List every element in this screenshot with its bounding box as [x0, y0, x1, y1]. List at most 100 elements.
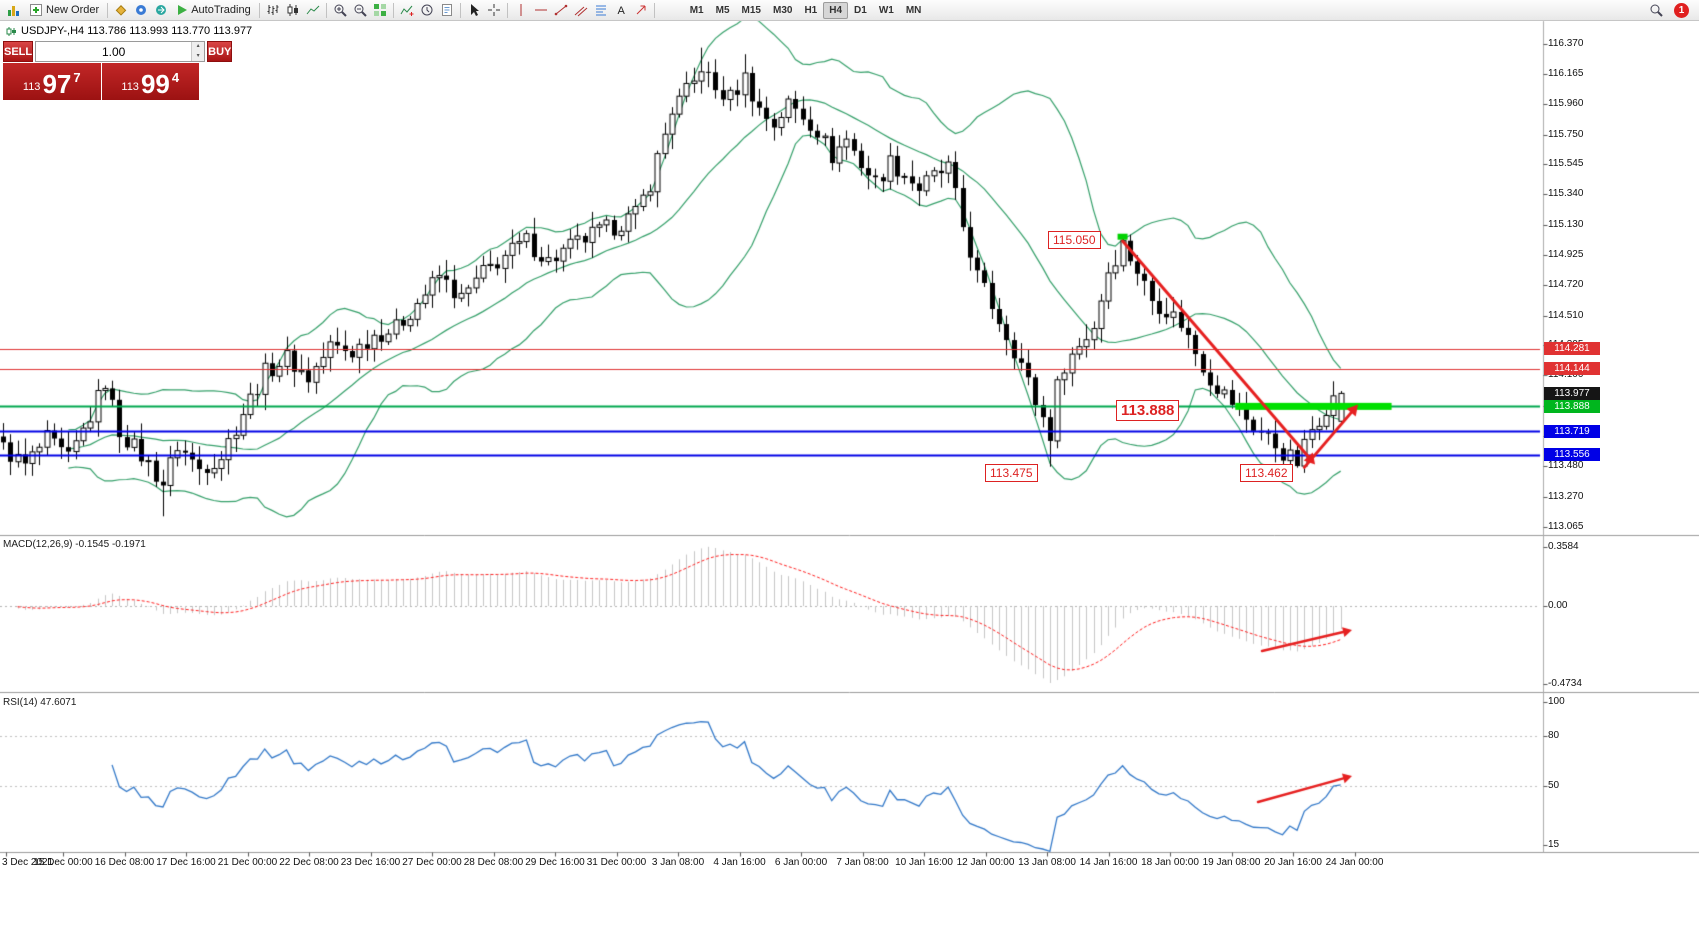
price-tag-113.556: 113.556 — [1544, 448, 1600, 462]
buy-button[interactable]: BUY — [207, 41, 233, 62]
trendline-tool-icon[interactable] — [551, 1, 571, 20]
volume-input[interactable] — [36, 42, 192, 61]
zoom-in-icon[interactable] — [330, 1, 350, 20]
time-axis-label: 16 Dec 08:00 — [94, 857, 155, 868]
new-order-label: New Order — [46, 4, 100, 16]
symbol-ohlc-text: USDJPY-,H4 113.786 113.993 113.770 113.9… — [21, 25, 253, 37]
time-axis-label: 10 Jan 16:00 — [895, 857, 953, 868]
price-scale-label: 116.165 — [1548, 67, 1584, 79]
autotrading-button[interactable]: AutoTrading — [171, 1, 256, 20]
tile-windows-icon[interactable] — [370, 1, 390, 20]
ask-pips: 99 — [140, 69, 170, 99]
price-tag-113.977: 113.977 — [1544, 386, 1600, 400]
symbol-ohlc-bar: USDJPY-,H4 113.786 113.993 113.770 113.9… — [6, 25, 252, 37]
time-axis-label: 14 Jan 16:00 — [1079, 857, 1138, 868]
time-axis-label: 23 Dec 16:00 — [340, 857, 401, 868]
one-click-trading-panel: SELL ▴ ▾ BUY 113 97 7 113 99 4 — [3, 41, 233, 100]
time-axis-label: 24 Jan 00:00 — [1325, 857, 1384, 868]
price-annotation-level[interactable]: 113.888 — [1116, 400, 1180, 421]
ask-big-figure: 113 — [121, 81, 139, 93]
zoom-out-icon[interactable] — [350, 1, 370, 20]
price-scale-label: 115.545 — [1548, 158, 1584, 170]
ask-pipette: 4 — [171, 70, 180, 85]
sell-button[interactable]: SELL — [3, 41, 34, 62]
toolbar-separator — [392, 2, 394, 18]
publish-icon[interactable] — [151, 1, 171, 20]
price-scale-label: 114.510 — [1548, 309, 1584, 321]
vertical-line-tool-icon[interactable] — [511, 1, 531, 20]
fibonacci-tool-icon[interactable] — [591, 1, 611, 20]
horizontal-line-tool-icon[interactable] — [531, 1, 551, 20]
notification-badge[interactable]: 1 — [1674, 2, 1689, 18]
indicators-icon[interactable] — [397, 1, 417, 20]
price-scale-label: 113.065 — [1548, 520, 1584, 532]
periods-icon[interactable] — [417, 1, 437, 20]
price-tag-113.888: 113.888 — [1544, 399, 1600, 413]
timeframe-group: M1 M5 M15 M30 H1 H4 D1 W1 MN — [684, 1, 928, 19]
timeframe-button-M15[interactable]: M15 — [736, 2, 767, 19]
timeframe-button-D1[interactable]: D1 — [848, 2, 873, 19]
toolbar-separator — [325, 2, 327, 18]
text-tool-icon[interactable]: A — [611, 1, 631, 20]
price-tag-114.144: 114.144 — [1544, 362, 1600, 376]
time-axis-label: 17 Dec 16:00 — [156, 857, 216, 868]
arrow-tool-icon[interactable] — [631, 1, 651, 20]
ask-price-display[interactable]: 113 99 4 — [101, 63, 199, 100]
timeframe-button-M1[interactable]: M1 — [684, 2, 710, 19]
rsi-scale-label: 100 — [1548, 696, 1565, 707]
time-axis-label: 3 Jan 08:00 — [651, 857, 705, 868]
bid-pips: 97 — [42, 69, 72, 99]
price-scale-label: 115.750 — [1548, 128, 1584, 140]
price-tag-114.281: 114.281 — [1544, 342, 1600, 356]
macd-scale-label: 0.00 — [1548, 600, 1568, 611]
price-scale-label: 116.370 — [1548, 38, 1584, 49]
line-chart-icon[interactable] — [303, 1, 323, 20]
time-axis-label: 18 Jan 00:00 — [1141, 857, 1199, 868]
bid-pipette: 7 — [73, 70, 81, 85]
terminal-icon — [4, 1, 24, 20]
templates-icon[interactable] — [437, 1, 457, 20]
bar-chart-icon[interactable] — [263, 1, 283, 20]
time-axis-label: 4 Jan 16:00 — [713, 857, 766, 868]
timeframe-button-M30[interactable]: M30 — [767, 2, 798, 19]
bid-big-figure: 113 — [22, 81, 41, 93]
price-annotation-low2[interactable]: 113.462 — [1240, 464, 1293, 482]
price-scale-label: 113.270 — [1548, 490, 1584, 502]
timeframe-button-M5[interactable]: M5 — [710, 2, 736, 19]
profiles-icon[interactable] — [111, 1, 131, 20]
toolbar-separator — [506, 2, 508, 18]
candlestick-chart-icon[interactable] — [283, 1, 303, 20]
volume-spinner: ▴ ▾ — [191, 42, 205, 61]
timeframe-button-H4[interactable]: H4 — [823, 1, 849, 19]
cursor-icon[interactable] — [464, 1, 484, 20]
price-scale-label: 113.480 — [1548, 459, 1584, 471]
rsi-scale-label: 80 — [1548, 729, 1560, 741]
timeframe-button-W1[interactable]: W1 — [873, 2, 900, 19]
price-scale-label: 114.720 — [1548, 278, 1584, 290]
crosshair-icon[interactable] — [484, 1, 504, 20]
volume-increase-button[interactable]: ▴ — [192, 42, 205, 52]
macd-label: MACD(12,26,9) -0.1545 -0.1971 — [3, 539, 146, 550]
price-annotation-peak[interactable]: 115.050 — [1048, 231, 1101, 249]
timeframe-button-MN[interactable]: MN — [900, 2, 928, 19]
time-axis-label: 27 Dec 00:00 — [402, 857, 462, 868]
channel-tool-icon[interactable] — [571, 1, 591, 20]
time-axis-label: 31 Dec 00:00 — [586, 857, 647, 868]
new-order-button[interactable]: New Order — [24, 1, 104, 20]
search-icon[interactable] — [1646, 1, 1666, 20]
bid-price-display[interactable]: 113 97 7 — [3, 63, 101, 100]
rsi-scale-label: 15 — [1548, 838, 1560, 850]
time-axis-label: 3 Dec 2021 — [2, 857, 54, 868]
time-axis-label: 21 Dec 00:00 — [217, 857, 278, 868]
alerts-icon[interactable] — [131, 1, 151, 20]
time-axis-label: 13 Jan 08:00 — [1018, 857, 1076, 868]
toolbar-separator — [107, 2, 109, 18]
rsi-label: RSI(14) 47.6071 — [3, 697, 77, 708]
timeframe-button-H1[interactable]: H1 — [798, 2, 823, 19]
time-axis-label: 19 Jan 08:00 — [1202, 857, 1261, 868]
toolbar-separator — [459, 2, 461, 18]
time-axis-label: 12 Jan 00:00 — [956, 857, 1015, 868]
volume-decrease-button[interactable]: ▾ — [192, 51, 205, 61]
price-annotation-low1[interactable]: 113.475 — [985, 464, 1038, 482]
